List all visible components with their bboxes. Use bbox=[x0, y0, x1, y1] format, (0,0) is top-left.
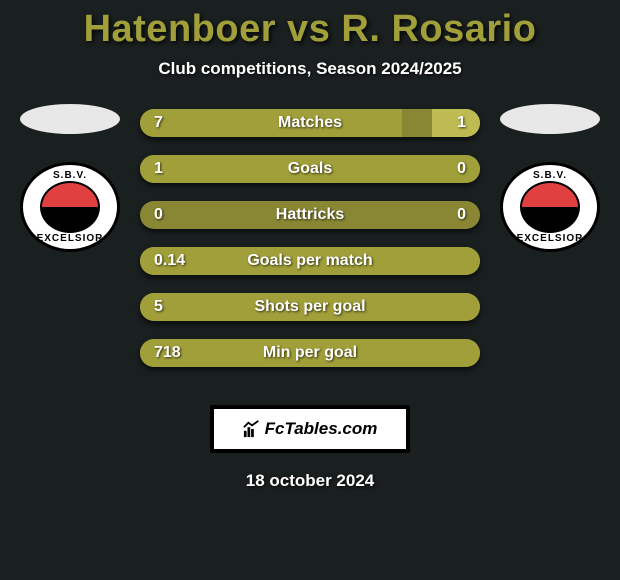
player-left-side: S.B.V. EXCELSIOR bbox=[10, 109, 130, 252]
stat-row: 0.14 Goals per match bbox=[140, 247, 480, 275]
stat-bars: 7 Matches 1 1 Goals 0 0 Hattricks 0 0.14 Goals per… bbox=[130, 109, 490, 385]
club-abbrev-right-top: S.B.V. bbox=[533, 170, 567, 181]
stat-value-left: 7 bbox=[154, 114, 163, 132]
club-badge-right: S.B.V. EXCELSIOR bbox=[500, 162, 600, 252]
stat-row: 0 Hattricks 0 bbox=[140, 201, 480, 229]
stat-label: Shots per goal bbox=[254, 298, 365, 316]
bar-left-fill bbox=[140, 109, 402, 137]
date-text: 18 october 2024 bbox=[0, 471, 620, 491]
player-right-side: S.B.V. EXCELSIOR bbox=[490, 109, 610, 252]
club-name-left: EXCELSIOR bbox=[37, 233, 104, 244]
branding-text: FcTables.com bbox=[265, 419, 378, 439]
stat-value-right: 1 bbox=[457, 114, 466, 132]
stat-row: 5 Shots per goal bbox=[140, 293, 480, 321]
stat-row: 718 Min per goal bbox=[140, 339, 480, 367]
page-title: Hatenboer vs R. Rosario bbox=[0, 8, 620, 51]
stat-value-right: 0 bbox=[457, 206, 466, 224]
stat-label: Hattricks bbox=[276, 206, 344, 224]
stat-row: 1 Goals 0 bbox=[140, 155, 480, 183]
stat-label: Matches bbox=[278, 114, 342, 132]
comparison-area: S.B.V. EXCELSIOR 7 Matches 1 1 Goals 0 0 Hattri… bbox=[0, 109, 620, 385]
stat-label: Goals bbox=[288, 160, 332, 178]
stat-value-left: 718 bbox=[154, 344, 181, 362]
branding-box: FcTables.com bbox=[210, 405, 410, 453]
subtitle: Club competitions, Season 2024/2025 bbox=[0, 59, 620, 79]
stat-label: Min per goal bbox=[263, 344, 357, 362]
stat-value-left: 1 bbox=[154, 160, 163, 178]
player-left-placeholder bbox=[20, 104, 120, 134]
stat-value-left: 5 bbox=[154, 298, 163, 316]
club-inner-circle-left bbox=[40, 181, 100, 233]
stat-value-left: 0 bbox=[154, 206, 163, 224]
stat-value-right: 0 bbox=[457, 160, 466, 178]
chart-icon bbox=[243, 420, 261, 438]
club-abbrev-left-top: S.B.V. bbox=[53, 170, 87, 181]
stat-row: 7 Matches 1 bbox=[140, 109, 480, 137]
club-inner-circle-right bbox=[520, 181, 580, 233]
club-badge-left: S.B.V. EXCELSIOR bbox=[20, 162, 120, 252]
stat-value-left: 0.14 bbox=[154, 252, 185, 270]
stat-label: Goals per match bbox=[247, 252, 372, 270]
club-name-right: EXCELSIOR bbox=[517, 233, 584, 244]
player-right-placeholder bbox=[500, 104, 600, 134]
